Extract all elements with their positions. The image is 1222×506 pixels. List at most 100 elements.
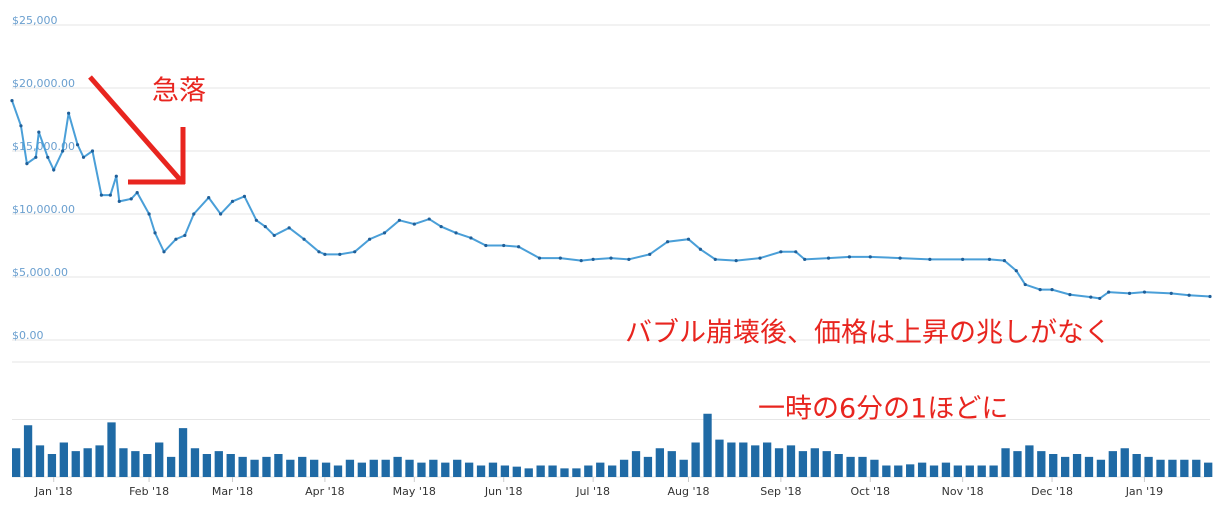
- volume-bar: [369, 459, 378, 477]
- price-point: [826, 256, 831, 260]
- volume-bar: [321, 462, 331, 477]
- price-point: [517, 245, 521, 249]
- volume-bar: [190, 448, 200, 477]
- volume-bar: [298, 456, 307, 477]
- volume-bar: [619, 459, 629, 477]
- volume-bar: [798, 451, 808, 477]
- volume-bar: [572, 468, 581, 477]
- price-line: [11, 100, 1211, 300]
- volume-bar: [1168, 459, 1177, 477]
- volume-bar: [1025, 445, 1034, 477]
- volume-bar: [1108, 451, 1117, 477]
- volume-bar: [166, 456, 176, 477]
- price-point: [272, 233, 276, 238]
- volume-bar: [786, 445, 796, 477]
- volume-bar: [250, 459, 259, 477]
- price-point: [153, 231, 157, 235]
- price-point: [317, 250, 321, 254]
- volume-bar: [631, 451, 641, 477]
- price-point: [114, 174, 118, 178]
- price-point: [147, 212, 151, 216]
- price-point: [1023, 282, 1027, 287]
- price-point: [427, 217, 431, 221]
- price-point: [90, 149, 95, 153]
- price-point: [230, 199, 235, 203]
- volume-bar: [548, 465, 557, 477]
- price-point: [484, 243, 488, 248]
- volume-bar: [965, 465, 974, 477]
- volume-bar: [1192, 459, 1201, 477]
- price-point: [1050, 288, 1054, 292]
- price-point: [99, 193, 104, 197]
- annotation: バブル崩壊後、価格は上昇の兆しがなく: [625, 318, 1111, 349]
- price-point: [803, 257, 807, 261]
- volume-bar: [977, 465, 986, 477]
- price-point: [1038, 288, 1042, 292]
- volume-bar: [262, 456, 271, 477]
- volume-bar: [131, 451, 140, 477]
- volume-bar: [1084, 456, 1094, 477]
- marks: [10, 99, 1213, 477]
- x-tick-label: Nov '18: [942, 485, 984, 498]
- y-tick-label: $5,000.00: [12, 266, 68, 279]
- x-tick-label: Jun '18: [484, 485, 523, 498]
- volume-bar: [1156, 459, 1165, 477]
- volume-bar: [1060, 456, 1070, 477]
- price-point: [338, 252, 342, 256]
- y-tick-label: $10,000.00: [12, 203, 75, 216]
- volume-bar: [35, 445, 45, 477]
- volume-bar: [917, 462, 927, 477]
- price-point: [129, 197, 133, 201]
- volume-bar: [453, 459, 462, 477]
- price-point: [1068, 293, 1072, 297]
- x-tick-label: May '18: [393, 485, 436, 498]
- x-tick-label: Feb '18: [129, 485, 169, 498]
- price-point: [454, 231, 458, 235]
- volume-bar: [906, 464, 915, 477]
- volume-bar: [155, 442, 164, 477]
- volume-bar: [608, 465, 617, 477]
- volume-bar: [310, 459, 319, 477]
- volume-bar: [1144, 456, 1153, 477]
- price-point: [609, 256, 613, 260]
- volume-bar: [23, 425, 33, 477]
- price-point: [10, 99, 14, 103]
- price-point: [174, 237, 178, 241]
- volume-bar: [178, 428, 188, 477]
- price-point: [591, 257, 595, 261]
- price-point: [1002, 259, 1006, 263]
- price-point: [46, 155, 50, 159]
- volume-bar: [12, 448, 21, 477]
- price-point: [627, 257, 631, 261]
- price-point: [1107, 290, 1111, 294]
- volume-bar: [846, 456, 855, 477]
- volume-bar: [953, 465, 963, 477]
- volume-bar: [643, 456, 653, 477]
- volume-bar: [727, 442, 736, 477]
- volume-bar: [226, 454, 235, 477]
- price-point: [1208, 294, 1212, 299]
- price-point: [779, 250, 783, 254]
- x-tick-label: Mar '18: [212, 485, 253, 498]
- volume-bar: [989, 465, 998, 477]
- y-tick-label: $25,000: [12, 14, 58, 27]
- price-point: [117, 199, 121, 203]
- price-point: [928, 257, 932, 261]
- price-point: [868, 255, 872, 259]
- volume-bar: [476, 465, 486, 477]
- volume-bar: [59, 442, 68, 477]
- volume-bar: [1072, 454, 1082, 477]
- price-point: [219, 212, 223, 216]
- volume-bar: [1180, 459, 1189, 477]
- x-tick-label: Sep '18: [760, 485, 801, 498]
- x-tick-label: Aug '18: [667, 485, 709, 498]
- volume-bar: [202, 454, 212, 477]
- price-point: [81, 155, 86, 159]
- price-point: [25, 162, 29, 166]
- price-point: [686, 237, 691, 241]
- y-tick-label: $20,000.00: [12, 77, 75, 90]
- x-tick-label: Jul '18: [575, 485, 610, 498]
- price-point: [162, 250, 166, 254]
